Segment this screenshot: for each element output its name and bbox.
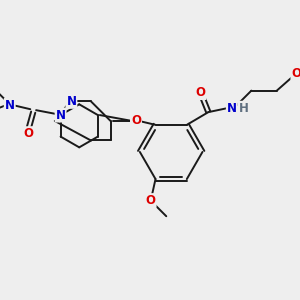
Text: H: H	[238, 102, 248, 115]
Text: N: N	[227, 102, 237, 115]
Text: O: O	[291, 67, 300, 80]
Text: O: O	[131, 114, 141, 128]
Text: O: O	[196, 86, 206, 99]
Text: N: N	[5, 99, 15, 112]
Text: O: O	[23, 127, 33, 140]
Text: N: N	[66, 95, 76, 108]
Text: N: N	[56, 109, 66, 122]
Text: O: O	[146, 194, 156, 207]
